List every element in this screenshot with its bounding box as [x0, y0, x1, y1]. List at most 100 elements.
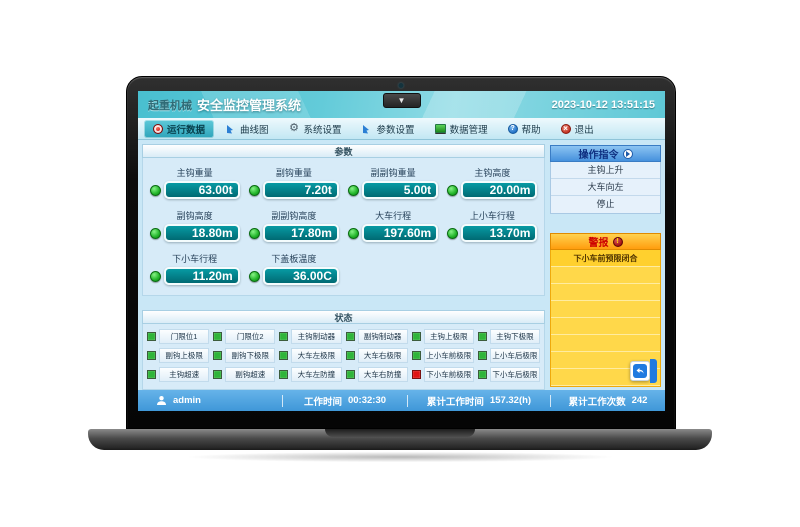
status-label: 上小车后极限 — [489, 348, 540, 363]
status-square-icon — [279, 351, 289, 360]
commands-list: 主钩上升 大车向左 停止 — [550, 162, 661, 214]
param-cell-main-hook-weight: 主钩重量 63.00t — [145, 166, 244, 199]
status-item: 大车右防撞 — [345, 367, 408, 382]
alarm-list: 下小车前预限闭合 — [550, 250, 661, 387]
chevron-down-icon: ▼ — [397, 96, 406, 105]
status-led — [447, 184, 459, 196]
param-label: 主钩高度 — [474, 168, 511, 178]
statusbar-work-time: 工作时间 00:32:30 — [283, 394, 407, 408]
status-label: 上小车前极限 — [423, 348, 474, 363]
param-value: 7.20t — [262, 181, 339, 199]
param-label: 主钩重量 — [176, 168, 213, 178]
menu-item-exit[interactable]: × 退出 — [552, 120, 603, 138]
status-label: 大车左防撞 — [291, 367, 342, 382]
user-icon — [156, 395, 167, 406]
collapse-button[interactable]: ▼ — [382, 93, 421, 108]
float-toolbar-button[interactable] — [630, 359, 657, 383]
gear-icon: ⚙ — [289, 122, 299, 134]
left-column: 参数 主钩重量 63.00t 副钩重量 7.20t — [142, 144, 545, 390]
statusbar-user: admin — [138, 395, 282, 406]
status-square-icon — [477, 370, 487, 379]
status-item: 门限位1 — [147, 329, 210, 344]
status-square-icon — [279, 370, 289, 379]
status-item: 主钩上极限 — [411, 329, 474, 344]
webcam-dot — [398, 83, 404, 88]
status-square-icon — [345, 332, 355, 341]
bottom-statusbar: admin 工作时间 00:32:30 累计工作时间 157.32(h) 累计工… — [138, 390, 665, 411]
status-led — [149, 227, 161, 239]
status-label: 大车左极限 — [291, 348, 342, 363]
param-cell-aux2-hook-height: 副副钩高度 17.80m — [244, 209, 343, 242]
menu-item-curve[interactable]: 曲线图 — [216, 120, 278, 138]
status-label: 主钩下极限 — [489, 329, 540, 344]
status-item: 副钩下极限 — [213, 348, 276, 363]
status-panel: 状态 门限位1 门限位2 主钩制动器 副钩制动器 主钩上极限 主钩下极限 副钩上… — [142, 310, 545, 390]
command-stop[interactable]: 停止 — [596, 199, 615, 209]
menubar: 运行数据 曲线图 ⚙ 系统设置 参数设置 — [138, 118, 665, 140]
status-label: 大车右极限 — [357, 348, 408, 363]
param-value: 13.70m — [461, 224, 538, 242]
divider — [407, 394, 408, 407]
status-item: 下小车后极限 — [477, 367, 540, 382]
status-label: 副钩制动器 — [357, 329, 408, 344]
screen: 起重机械 安全监控管理系统 ▼ 2023-10-12 13:51:15 运行数据 — [138, 91, 665, 411]
status-grid: 门限位1 门限位2 主钩制动器 副钩制动器 主钩上极限 主钩下极限 副钩上极限 … — [142, 324, 545, 390]
warning-icon: ! — [612, 236, 623, 247]
statusbar-total-count: 累计工作次数 242 — [551, 394, 665, 408]
status-label: 副钩上极限 — [159, 348, 210, 363]
param-label: 副钩高度 — [176, 211, 213, 221]
param-value: 36.00C — [262, 267, 339, 285]
alarm-row-empty — [551, 267, 660, 284]
status-square-icon — [477, 332, 487, 341]
param-value: 11.20m — [163, 267, 240, 285]
total-time-label: 累计工作时间 — [426, 396, 484, 408]
status-item: 上小车后极限 — [477, 348, 540, 363]
status-label: 副钩下极限 — [225, 348, 276, 363]
param-cell-lower-panel-temp: 下盖板温度 36.00C — [244, 252, 343, 285]
laptop-base — [88, 429, 712, 450]
param-cell-aux-hook-height: 副钩高度 18.80m — [145, 209, 244, 242]
param-cell-upper-trolley-travel: 上小车行程 13.70m — [443, 209, 542, 242]
params-panel: 参数 主钩重量 63.00t 副钩重量 7.20t — [142, 144, 545, 296]
status-led — [447, 227, 459, 239]
status-item: 大车左极限 — [279, 348, 342, 363]
monitor-icon — [434, 124, 446, 133]
menu-item-system-settings[interactable]: ⚙ 系统设置 — [280, 120, 351, 138]
menu-item-help[interactable]: ? 帮助 — [499, 120, 550, 138]
param-label: 上小车行程 — [469, 211, 515, 221]
alarm-row-empty — [551, 284, 660, 301]
param-cell-main-hook-height: 主钩高度 20.00m — [443, 166, 542, 199]
status-square-icon — [345, 351, 355, 360]
command-main-hook-up[interactable]: 主钩上升 — [551, 162, 660, 179]
menu-item-run-data[interactable]: 运行数据 — [144, 119, 215, 138]
command-gantry-left[interactable]: 大车向左 — [551, 179, 660, 196]
status-square-icon — [279, 332, 289, 341]
menu-item-data-management[interactable]: 数据管理 — [426, 120, 497, 138]
param-value: 63.00t — [163, 181, 240, 199]
status-square-icon — [411, 332, 421, 341]
status-item: 主钩制动器 — [279, 329, 342, 344]
params-grid: 主钩重量 63.00t 副钩重量 7.20t 副副钩重量 — [142, 158, 545, 296]
commands-panel: 操作指令 主钩上升 大车向左 停止 — [550, 145, 661, 214]
status-square-icon — [213, 370, 223, 379]
param-cell-aux2-hook-weight: 副副钩重量 5.00t — [344, 166, 443, 199]
status-label: 下小车后极限 — [489, 367, 540, 382]
main-area: 参数 主钩重量 63.00t 副钩重量 7.20t — [138, 140, 665, 390]
status-label: 门限位1 — [159, 329, 210, 344]
statusbar-total-time: 累计工作时间 157.32(h) — [408, 394, 550, 408]
menu-label: 运行数据 — [167, 124, 206, 136]
commands-header: 操作指令 — [550, 145, 661, 162]
pointer-icon — [362, 123, 373, 134]
alarm-row: 下小车前预限闭合 — [551, 250, 660, 267]
menu-item-param-settings[interactable]: 参数设置 — [353, 120, 424, 138]
alarm-row-empty — [551, 369, 660, 386]
float-button-tab — [650, 359, 657, 383]
param-label: 副副钩高度 — [271, 211, 317, 221]
work-time-label: 工作时间 — [303, 396, 342, 408]
status-led — [149, 184, 161, 196]
alarm-panel: 警报 ! 下小车前预限闭合 — [550, 233, 661, 387]
status-label: 大车右防撞 — [357, 367, 408, 382]
status-square-icon — [411, 370, 421, 379]
status-led — [348, 184, 360, 196]
status-item: 主钩超速 — [147, 367, 210, 382]
